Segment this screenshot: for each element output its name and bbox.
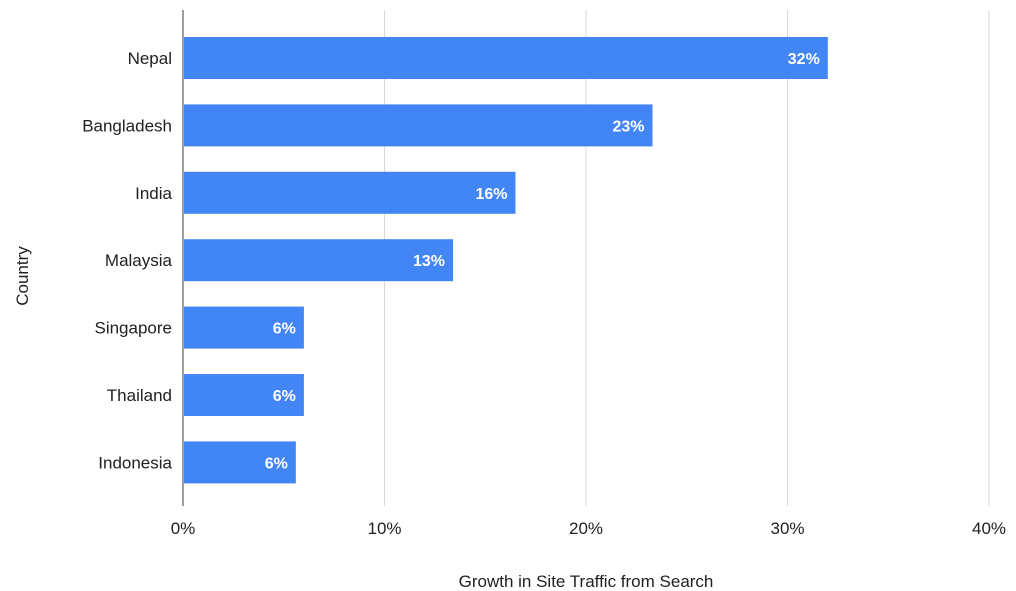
data-label: 6% (265, 455, 288, 472)
category-label: Thailand (107, 386, 172, 405)
x-tick-label: 0% (171, 519, 196, 538)
bar-malaysia (183, 239, 454, 282)
data-label: 6% (273, 321, 296, 338)
bar-bangladesh (183, 104, 653, 147)
category-label: Nepal (128, 49, 172, 68)
y-axis-title: Country (13, 246, 32, 306)
data-label: 23% (612, 118, 644, 135)
bars (183, 37, 828, 484)
data-label: 32% (788, 51, 820, 68)
bar-thailand (183, 374, 304, 416)
data-label: 6% (273, 388, 296, 405)
x-tick-label: 30% (770, 519, 804, 538)
category-label: Bangladesh (82, 116, 172, 135)
x-axis-title: Growth in Site Traffic from Search (459, 572, 714, 591)
category-label: Indonesia (98, 453, 172, 472)
category-labels: Nepal Bangladesh India Malaysia Singapore Tha… (82, 49, 172, 472)
category-label: Malaysia (105, 251, 173, 270)
bar-nepal (183, 37, 828, 79)
category-label: India (135, 184, 172, 203)
data-label: 13% (413, 253, 445, 270)
data-labels: 32% 23% 16% 13% 6% 6% 6% (265, 51, 820, 472)
x-tick-labels: 0% 10% 20% 30% 40% (171, 519, 1006, 538)
x-tick-label: 20% (569, 519, 603, 538)
data-label: 16% (475, 186, 507, 203)
bar-indonesia (183, 441, 296, 484)
x-tick-label: 10% (367, 519, 401, 538)
bar-india (183, 171, 516, 214)
gridlines (384, 10, 990, 506)
category-label: Singapore (94, 319, 172, 338)
bar-singapore (183, 306, 304, 349)
x-tick-label: 40% (972, 519, 1006, 538)
